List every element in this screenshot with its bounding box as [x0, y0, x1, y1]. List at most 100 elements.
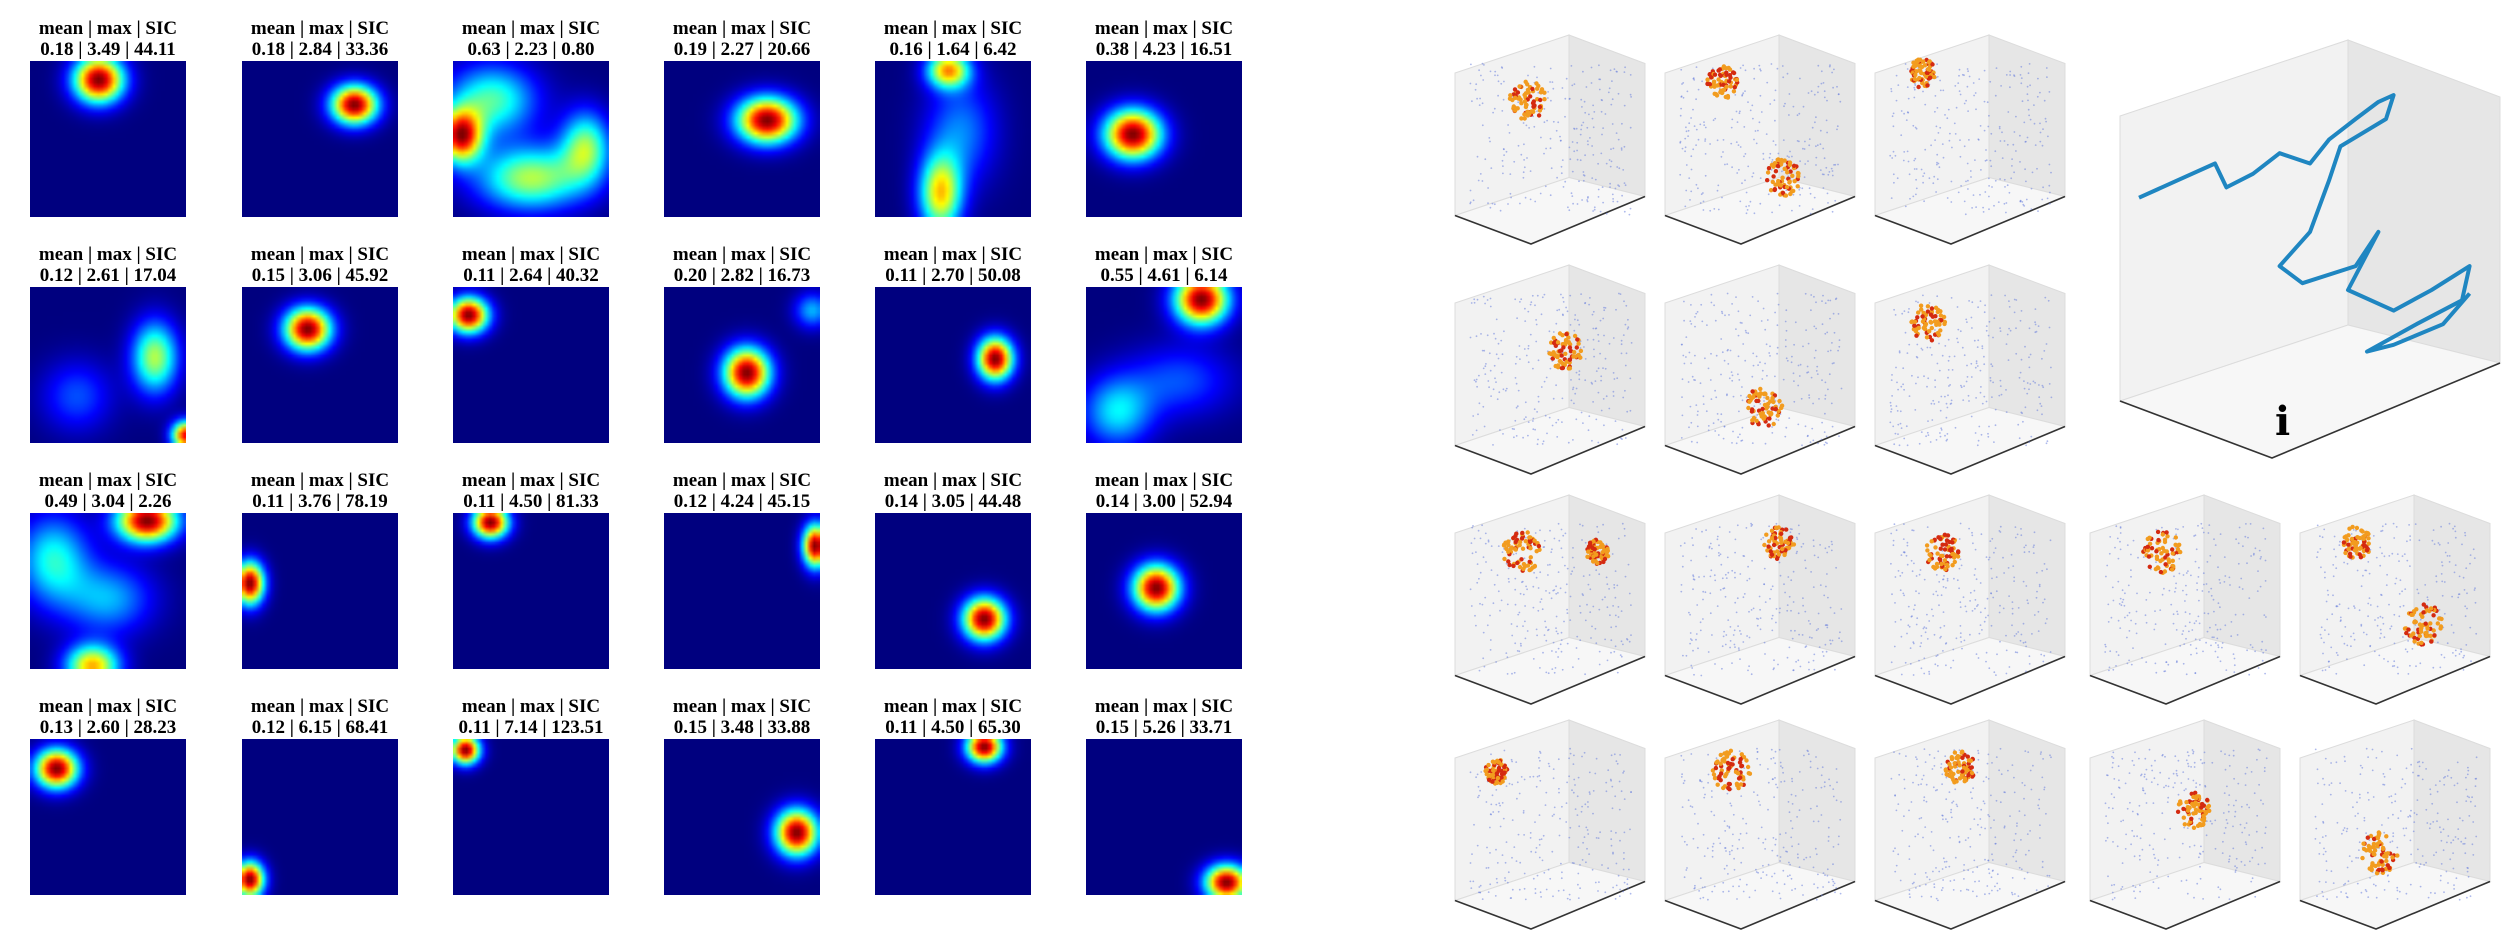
sparse-point: [1838, 339, 1841, 341]
hotspot-point: [2346, 546, 2351, 552]
sparse-point: [1796, 538, 1799, 541]
sparse-point: [1481, 603, 1484, 606]
sparse-point: [1928, 670, 1930, 673]
sparse-point: [1926, 346, 1929, 349]
sparse-point: [1954, 426, 1957, 429]
hotspot-point: [1920, 314, 1925, 319]
sparse-point: [1476, 97, 1478, 100]
sparse-point: [2381, 525, 2384, 528]
sparse-point: [2188, 613, 2191, 615]
sparse-point: [1811, 208, 1814, 211]
hotspot-point: [1758, 391, 1763, 396]
sparse-point: [1814, 349, 1817, 352]
sparse-point: [1958, 68, 1961, 71]
sparse-point: [1903, 388, 1905, 391]
sparse-point: [2472, 548, 2475, 551]
sparse-point: [1809, 760, 1812, 763]
sparse-point: [2020, 868, 2023, 871]
sparse-point: [2381, 552, 2383, 555]
sparse-point: [1531, 294, 1534, 297]
sparse-point: [2034, 323, 2037, 326]
hotspot-point: [1525, 82, 1530, 87]
sparse-point: [1701, 80, 1703, 83]
sparse-point: [2041, 866, 2044, 869]
sparse-point: [1539, 759, 1541, 762]
sparse-point: [1975, 578, 1978, 581]
hotspot-point: [1917, 75, 1922, 81]
sparse-point: [2036, 571, 2038, 574]
hotspot-point: [1726, 781, 1731, 787]
sparse-point: [1700, 303, 1703, 306]
sparse-point: [1825, 119, 1828, 122]
sparse-point: [1839, 892, 1842, 895]
sparse-point: [2376, 624, 2379, 627]
sparse-point: [2224, 575, 2227, 577]
sparse-point: [1471, 526, 1474, 529]
sparse-point: [1489, 639, 1492, 641]
sparse-point: [2115, 665, 2117, 667]
sparse-point: [1826, 868, 1829, 871]
sparse-point: [2419, 618, 2422, 621]
sparse-point: [1782, 139, 1785, 142]
hotspot-point: [1491, 774, 1496, 780]
sparse-point: [2190, 574, 2192, 577]
heatmap-title-metrics: mean | max | SIC: [461, 696, 601, 717]
sparse-point: [1570, 379, 1572, 381]
sparse-point: [1539, 752, 1542, 754]
sparse-point: [2216, 637, 2219, 640]
sparse-point: [1609, 614, 1611, 617]
sparse-point: [1491, 794, 1494, 797]
sparse-point: [1744, 329, 1747, 332]
sparse-point: [2454, 649, 2457, 652]
sparse-point: [1611, 807, 1614, 810]
cube-face: [1568, 264, 1646, 428]
sparse-point: [1729, 626, 1732, 628]
sparse-point: [1988, 872, 1991, 875]
sparse-point: [1745, 191, 1748, 194]
sparse-point: [2137, 556, 2139, 559]
sparse-point: [1506, 881, 1509, 884]
sparse-point: [1744, 359, 1747, 362]
sparse-point: [1579, 864, 1581, 866]
sparse-point: [1938, 581, 1941, 583]
sparse-point: [2104, 651, 2107, 653]
sparse-point: [1571, 556, 1574, 559]
sparse-point: [1835, 799, 1838, 802]
sparse-point: [2466, 592, 2468, 595]
sparse-point: [1473, 298, 1476, 301]
sparse-point: [2176, 660, 2178, 663]
sparse-point: [1476, 298, 1479, 301]
sparse-point: [1912, 529, 1915, 532]
sparse-point: [1471, 853, 1473, 855]
hotspot-point: [1722, 759, 1727, 764]
sparse-point: [1914, 873, 1916, 875]
sparse-point: [1476, 844, 1479, 847]
sparse-point: [1478, 104, 1481, 106]
sparse-point: [2350, 645, 2352, 648]
sparse-point: [1469, 336, 1472, 339]
sparse-point: [1732, 833, 1734, 836]
sparse-point: [1742, 92, 1745, 95]
hotspot-point: [1572, 333, 1578, 339]
sparse-point: [1746, 579, 1749, 582]
sparse-point: [1520, 153, 1523, 156]
sparse-point: [2262, 527, 2265, 530]
hotspot-point: [1779, 531, 1784, 536]
sparse-point: [1930, 144, 1932, 147]
sparse-point: [2048, 874, 2051, 877]
sparse-point: [1515, 382, 1518, 385]
sparse-point: [1831, 71, 1833, 74]
sparse-point: [1945, 776, 1948, 779]
sparse-point: [1725, 634, 1728, 636]
sparse-point: [1489, 206, 1492, 209]
sparse-point: [1544, 804, 1547, 806]
sparse-point: [1980, 169, 1982, 171]
sparse-point: [1683, 300, 1685, 303]
sparse-point: [1994, 836, 1997, 839]
sparse-point: [2457, 596, 2460, 599]
sparse-point: [1981, 402, 1984, 405]
sparse-point: [1615, 862, 1618, 865]
sparse-point: [2022, 580, 2025, 583]
sparse-point: [1960, 384, 1962, 387]
sparse-point: [1831, 543, 1833, 546]
